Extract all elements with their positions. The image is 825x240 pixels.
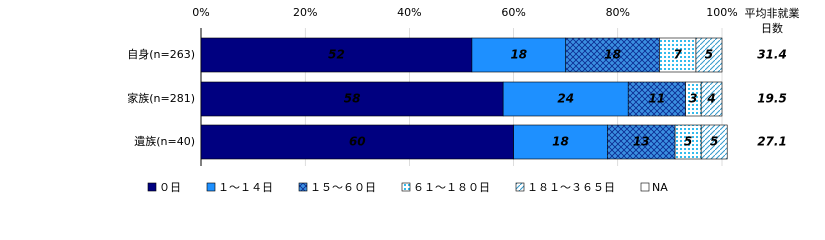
bar-segment — [659, 37, 697, 73]
y-tick-label: 自身(n=263) — [127, 47, 195, 61]
bar-segment — [700, 124, 728, 160]
x-tick-label: 80% — [606, 6, 630, 19]
bar-segment — [200, 124, 514, 160]
bar-segment — [471, 37, 567, 73]
value-column-title: 日数 — [761, 22, 783, 35]
value-column-value: 19.5 — [757, 92, 787, 106]
bar-segment — [695, 37, 723, 73]
legend-label: NA — [652, 181, 668, 194]
bar-segment — [200, 37, 473, 73]
legend-label: １５～６０日 — [310, 181, 376, 194]
bar-segment — [607, 124, 676, 160]
data-label: 18 — [552, 135, 569, 149]
y-tick-label: 遺族(n=40) — [134, 134, 195, 148]
legend-label: ６１～１８０日 — [413, 181, 490, 194]
legend-swatch — [640, 182, 650, 192]
x-tick-label: 100% — [706, 6, 737, 19]
data-label: 13 — [633, 135, 650, 149]
x-tick-label: 60% — [501, 6, 525, 19]
bar-segment — [513, 124, 608, 160]
value-column-value: 31.4 — [757, 48, 787, 62]
value-column-title: 平均非就業 — [745, 6, 800, 20]
x-tick-label: 20% — [293, 6, 317, 19]
legend-label: ０日 — [159, 181, 181, 194]
data-label: 11 — [649, 92, 666, 106]
value-column-value: 27.1 — [757, 135, 787, 149]
data-label: 24 — [557, 92, 574, 106]
y-tick-label: 家族(n=281) — [127, 91, 195, 105]
x-tick-label: 0% — [192, 6, 209, 19]
legend-swatch — [298, 182, 308, 192]
data-label: 7 — [674, 48, 683, 62]
data-label: 5 — [684, 135, 692, 149]
legend-label: １～１４日 — [218, 181, 273, 194]
data-label: 52 — [328, 48, 345, 62]
legend-swatch — [401, 182, 411, 192]
x-tick-label: 40% — [397, 6, 421, 19]
bar-segment — [200, 81, 504, 117]
legend-label: １８１～３６５日 — [527, 181, 615, 194]
data-label: 58 — [344, 92, 361, 106]
data-label: 3 — [689, 92, 697, 106]
bar-segment — [700, 81, 723, 117]
data-label: 5 — [705, 48, 713, 62]
data-label: 4 — [706, 92, 715, 106]
data-label: 5 — [710, 135, 718, 149]
legend-swatch — [206, 182, 216, 192]
data-label: 18 — [510, 48, 527, 62]
data-label: 60 — [349, 135, 366, 149]
data-label: 18 — [604, 48, 621, 62]
bar-segment — [565, 37, 660, 73]
legend-swatch — [147, 182, 157, 192]
legend-swatch — [515, 182, 525, 192]
